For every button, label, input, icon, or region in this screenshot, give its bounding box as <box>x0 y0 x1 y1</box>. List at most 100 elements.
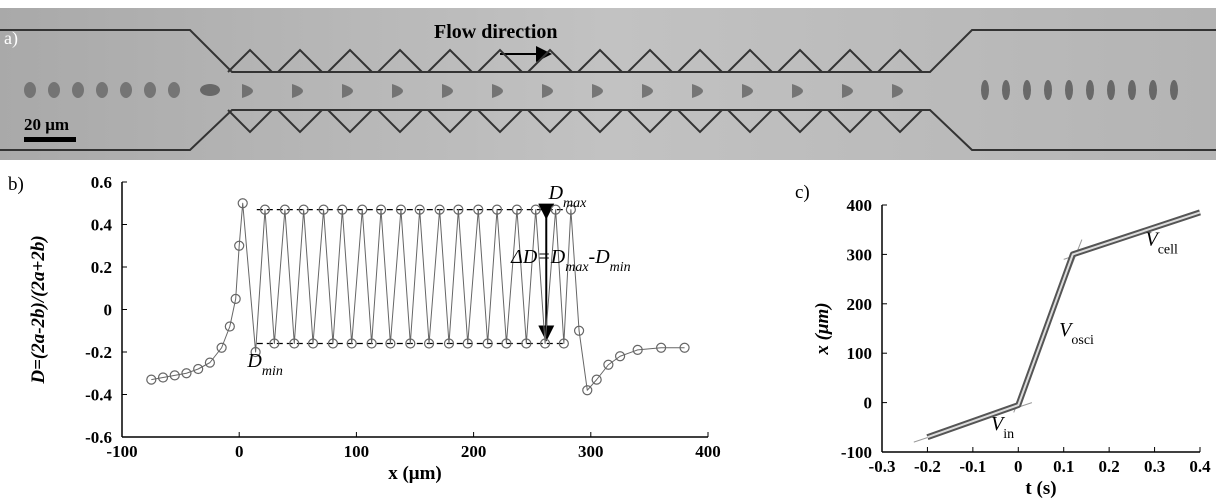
data-point <box>385 338 396 349</box>
data-point <box>234 240 245 251</box>
data-point <box>298 204 309 215</box>
data-point <box>434 204 445 215</box>
data-point <box>453 204 464 215</box>
x-tick-label: -0.3 <box>869 457 896 476</box>
chamber <box>677 48 723 134</box>
annotation: Vin <box>991 413 1014 442</box>
data-point <box>279 204 291 215</box>
data-point <box>357 204 368 215</box>
data-point <box>269 338 280 349</box>
chamber <box>227 48 273 134</box>
panel-label: b) <box>8 174 24 195</box>
chamber <box>577 48 623 134</box>
cell <box>1149 80 1157 100</box>
annotation-part: in <box>1003 426 1014 441</box>
x-tick-label: 0.2 <box>1099 457 1120 476</box>
cell <box>200 84 220 96</box>
x-tick-label: 0.1 <box>1053 457 1074 476</box>
x-tick-label: -0.1 <box>959 457 986 476</box>
cell <box>492 84 503 98</box>
x-tick-label: 0.3 <box>1144 457 1165 476</box>
annotation-part: V <box>991 413 1006 435</box>
data-point <box>307 338 319 349</box>
cell <box>1128 80 1136 100</box>
cell <box>392 84 403 98</box>
y-tick-label: -0.6 <box>85 428 112 447</box>
data-point <box>521 338 532 349</box>
cell <box>1023 80 1031 100</box>
annotation: ΔD=Dmax-Dmin <box>510 246 631 275</box>
annotation-part: -D <box>589 246 611 268</box>
data-point <box>582 385 593 396</box>
data-point <box>204 357 215 368</box>
data-point <box>414 204 425 215</box>
x-axis-label: x (μm) <box>388 463 442 484</box>
data-line <box>151 202 685 391</box>
flow-annotation: Flow direction <box>434 21 558 43</box>
data-point <box>224 321 235 332</box>
data-point <box>327 338 339 349</box>
data-point <box>443 338 455 349</box>
y-tick-label: 400 <box>847 196 873 215</box>
cell <box>96 82 108 98</box>
cell <box>1107 80 1115 100</box>
data-point <box>337 204 348 215</box>
y-axis-label: x (μm) <box>812 302 833 355</box>
x-tick-label: 300 <box>578 442 604 461</box>
x-tick-label: -0.2 <box>914 457 941 476</box>
annotation: Vosci <box>1059 319 1094 348</box>
data-point <box>181 368 192 379</box>
annotation-part: osci <box>1071 332 1094 347</box>
x-tick-label: 0 <box>1014 457 1023 476</box>
cell <box>342 84 353 98</box>
data-point <box>193 363 204 375</box>
cell <box>242 84 253 98</box>
chamber <box>877 48 923 134</box>
cell <box>692 84 703 98</box>
cell <box>592 84 603 98</box>
annotation-part: max <box>563 196 587 211</box>
data-point <box>603 359 614 370</box>
data-point <box>230 293 241 304</box>
chamber <box>377 48 423 134</box>
y-tick-label: 300 <box>847 245 873 264</box>
data-point <box>423 338 435 349</box>
annotation-part: V <box>1059 319 1074 341</box>
annotation: Dmin <box>246 350 282 379</box>
annotation-part: min <box>610 259 631 274</box>
cell <box>1065 80 1073 100</box>
y-tick-label: 0 <box>864 394 873 413</box>
y-tick-label: -100 <box>841 443 872 462</box>
scale-bar-label: 20 μm <box>24 115 69 134</box>
cell <box>168 82 180 98</box>
micrograph: a) Flow direction 20 μm <box>0 8 1216 160</box>
x-axis-label: t (s) <box>1025 478 1056 499</box>
data-point <box>558 338 569 349</box>
data-point <box>573 325 585 336</box>
data-point <box>289 338 300 349</box>
data-point <box>511 204 523 215</box>
y-tick-label: 0.2 <box>91 258 112 277</box>
chamber <box>777 48 823 134</box>
y-tick-label: 0 <box>104 301 113 320</box>
cell <box>981 80 989 100</box>
data-point <box>237 198 248 209</box>
scale-bar <box>24 137 76 142</box>
chamber <box>427 48 473 134</box>
data-point <box>462 338 473 349</box>
chamber <box>477 48 523 134</box>
chamber <box>827 48 873 134</box>
annotation-part: D <box>548 182 564 204</box>
data-line-core <box>927 211 1201 439</box>
data-point <box>375 204 387 215</box>
data-point <box>346 338 357 349</box>
cell <box>24 82 36 98</box>
data-point <box>614 351 626 362</box>
channel-wall <box>0 29 1216 151</box>
data-point <box>157 372 169 383</box>
cell <box>292 84 303 98</box>
chamber <box>627 48 673 134</box>
y-tick-label: 100 <box>847 344 873 363</box>
cell <box>144 82 156 98</box>
data-point <box>318 204 329 215</box>
